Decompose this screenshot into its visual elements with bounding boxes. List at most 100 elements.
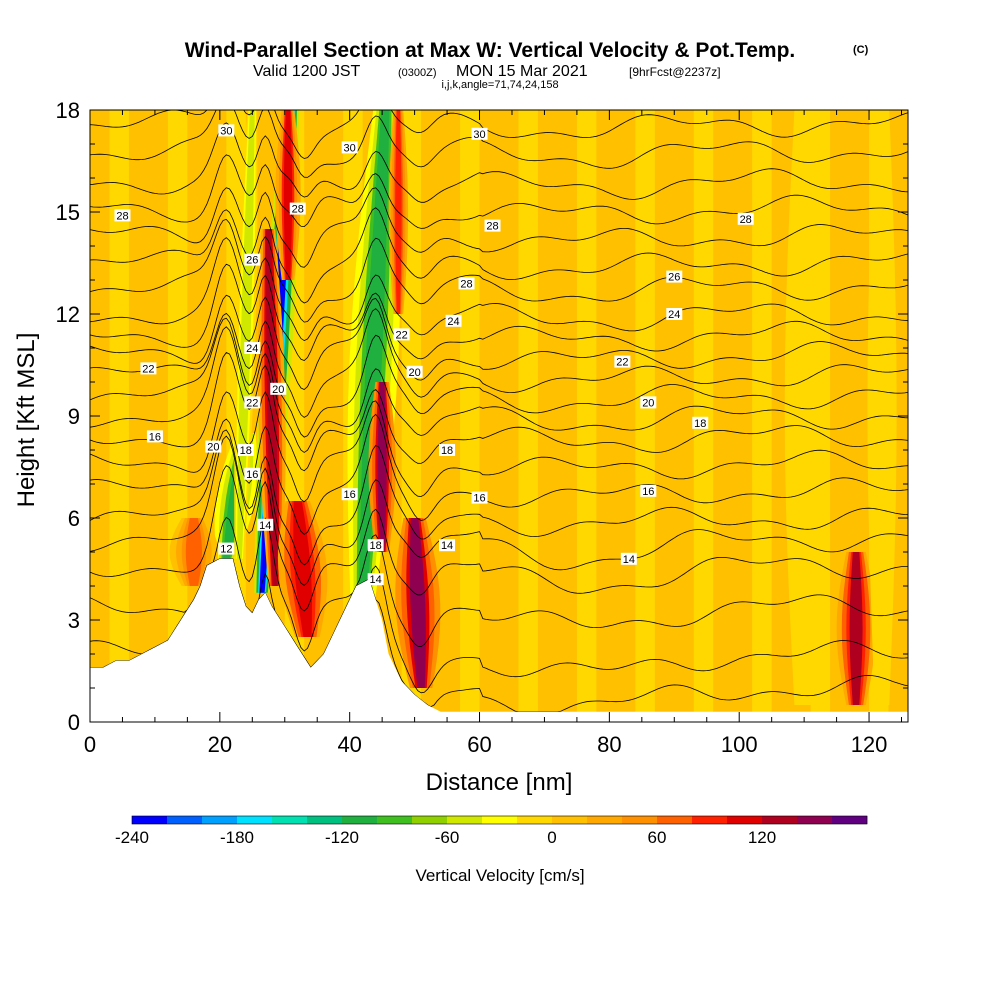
- w-feature: [409, 518, 426, 688]
- contour-label-text: 14: [623, 554, 635, 566]
- w-feature: [797, 110, 811, 705]
- contour-label-bg: [270, 382, 287, 395]
- contour-label: 28: [737, 212, 754, 226]
- theta-contour: [90, 391, 908, 503]
- x-tick-label: 80: [597, 732, 621, 757]
- contour-label-bg: [458, 277, 475, 290]
- contour-label: 26: [244, 253, 261, 267]
- valid-line: Valid 1200 JST (0300Z) MON 15 Mar 2021 […: [253, 63, 721, 80]
- contour-label: 28: [458, 277, 475, 290]
- w-band: [537, 110, 558, 722]
- x-tick-label: 100: [721, 732, 758, 757]
- w-band: [557, 110, 578, 722]
- contour-label-bg: [205, 440, 222, 453]
- contour-label: 20: [205, 440, 222, 454]
- contour-label-text: 26: [246, 255, 258, 267]
- colorbar-tick-label: -240: [115, 828, 149, 847]
- contour-label-bg: [640, 484, 657, 497]
- w-band: [596, 110, 617, 722]
- x-tick-label: 40: [337, 732, 361, 757]
- w-band: [654, 110, 675, 722]
- w-band: [109, 110, 130, 722]
- y-tick-label: 15: [56, 200, 80, 225]
- colorbar-tick-label: -120: [325, 828, 359, 847]
- chart-title: Wind-Parallel Section at Max W: Vertical…: [185, 39, 796, 62]
- contour-label: 14: [439, 539, 456, 552]
- w-band: [752, 110, 773, 722]
- x-tick-label: 60: [467, 732, 491, 757]
- contour-label: 18: [367, 539, 384, 552]
- w-band: [674, 110, 695, 722]
- colorbar-tick-label: 0: [547, 828, 556, 847]
- contour-label-bg: [614, 355, 631, 368]
- colorbar-swatch: [272, 816, 308, 824]
- theta-contour: [90, 110, 908, 159]
- w-band: [635, 110, 656, 722]
- contour-label-bg: [244, 396, 261, 409]
- colorbar-swatch: [832, 816, 868, 824]
- colorbar-swatch: [412, 816, 448, 824]
- contour-label-bg: [620, 552, 637, 565]
- contour-label-text: 22: [246, 397, 258, 409]
- y-tick-label: 12: [56, 302, 80, 327]
- contour-label-text: 16: [344, 489, 356, 501]
- contour-label-bg: [146, 430, 163, 443]
- w-feature: [293, 501, 312, 637]
- theta-contour: [90, 207, 908, 304]
- contour-label-text: 28: [740, 214, 752, 226]
- contour-label-bg: [439, 444, 456, 456]
- contour-label-bg: [244, 467, 261, 480]
- colorbar-swatch: [552, 816, 588, 824]
- contour-label-text: 12: [220, 544, 232, 556]
- contour-label-text: 20: [207, 442, 219, 454]
- w-band: [323, 110, 344, 722]
- contour-label-text: 16: [149, 431, 161, 443]
- w-feature: [849, 552, 863, 705]
- x-axis-label: Distance [nm]: [426, 769, 573, 796]
- contour-label-bg: [666, 270, 683, 283]
- w-band: [479, 110, 500, 722]
- contour-label-text: 22: [616, 357, 628, 369]
- index-info: i,j,k,angle=71,74,24,158: [441, 79, 558, 91]
- colorbar-title: Vertical Velocity [cm/s]: [415, 866, 584, 885]
- contour-label-bg: [471, 491, 488, 504]
- y-tick-label: 0: [68, 710, 80, 735]
- contour-label: 14: [620, 552, 637, 566]
- contour-label-text: 20: [408, 367, 420, 379]
- contour-label-bg: [471, 127, 488, 140]
- contour-label: 28: [289, 202, 306, 216]
- contour-label: 24: [445, 314, 462, 328]
- contour-label: 16: [471, 491, 488, 505]
- colorbar-tick-label: 120: [748, 828, 776, 847]
- colorbar-swatch: [657, 816, 693, 824]
- colorbar-swatch: [727, 816, 763, 824]
- contour-label: 16: [341, 488, 358, 501]
- w-band: [771, 110, 792, 722]
- contour-label-bg: [237, 444, 254, 456]
- contour-label-text: 20: [642, 397, 654, 409]
- contour-label-text: 24: [668, 309, 680, 321]
- contour-label-bg: [666, 308, 683, 320]
- theta-contour: [90, 263, 908, 361]
- contour-label: 20: [270, 382, 287, 396]
- contour-label-bg: [341, 141, 358, 154]
- w-feature: [185, 518, 202, 586]
- contour-label-bg: [218, 124, 235, 137]
- contour-label-text: 22: [142, 363, 154, 375]
- contour-label: 30: [471, 127, 488, 141]
- colorbar-swatch: [307, 816, 343, 824]
- contour-label: 12: [218, 542, 235, 556]
- contour-label-bg: [439, 539, 456, 552]
- theta-contour: [90, 218, 908, 323]
- theta-contour: [90, 294, 908, 390]
- contour-label-text: 16: [246, 469, 258, 481]
- colorbar-tick-label: 60: [648, 828, 667, 847]
- axis-ticks: 0 20 40 60 80 100 120 0 3 6 9 12 15 18: [56, 98, 908, 757]
- contour-label-bg: [406, 365, 423, 378]
- valid-prefix: Valid 1200 JST: [253, 63, 361, 80]
- theta-contour: [90, 429, 908, 566]
- contour-label: 22: [393, 328, 410, 341]
- contour-label: 28: [484, 219, 501, 233]
- contour-label: 14: [367, 573, 384, 586]
- colorbar-swatch: [447, 816, 483, 824]
